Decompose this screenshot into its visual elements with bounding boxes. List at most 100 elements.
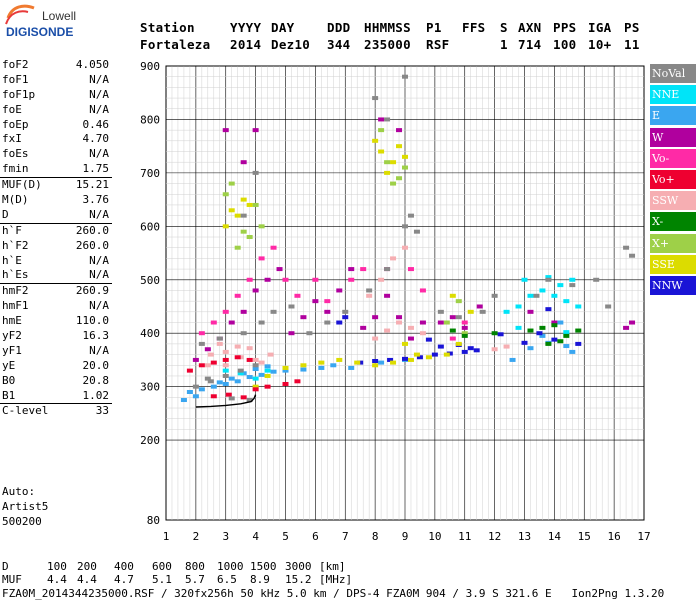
echo-point bbox=[180, 398, 187, 403]
x-tick-label: 7 bbox=[342, 530, 349, 543]
echo-point bbox=[569, 277, 576, 282]
param-name: foEs bbox=[2, 147, 29, 161]
echo-point bbox=[234, 213, 241, 218]
param-row: D N/A bbox=[0, 208, 112, 223]
echo-point bbox=[402, 356, 408, 361]
echo-point bbox=[270, 245, 277, 250]
echo-point bbox=[378, 277, 385, 282]
echo-point bbox=[318, 365, 325, 370]
echo-point bbox=[390, 181, 397, 186]
param-value: 260.9 bbox=[75, 284, 109, 298]
echo-point bbox=[402, 341, 408, 346]
echo-point bbox=[455, 315, 462, 320]
echo-point bbox=[366, 293, 373, 298]
echo-point bbox=[198, 387, 205, 392]
echo-point bbox=[407, 213, 414, 218]
x-tick-label: 10 bbox=[428, 530, 441, 543]
param-name: h`F2 bbox=[2, 238, 29, 252]
legend-item: NNW bbox=[650, 275, 696, 295]
y-tick-label: 200 bbox=[140, 434, 160, 447]
echo-point bbox=[240, 395, 247, 400]
echo-point bbox=[539, 333, 546, 338]
muf-value: 15.2 bbox=[285, 573, 312, 586]
echo-point bbox=[557, 339, 564, 344]
echo-point bbox=[536, 331, 543, 336]
legend-item: NNE bbox=[650, 85, 696, 105]
echo-point bbox=[222, 349, 229, 354]
echo-point bbox=[629, 320, 636, 325]
x-tick-label: 9 bbox=[402, 530, 409, 543]
echo-point bbox=[449, 293, 456, 298]
echo-point bbox=[237, 368, 244, 373]
echo-point bbox=[222, 192, 229, 197]
echo-point bbox=[246, 398, 253, 403]
echo-point bbox=[407, 336, 414, 341]
y-tick-label: 80 bbox=[147, 514, 160, 527]
echo-point bbox=[461, 325, 468, 330]
header-label-3: DDD bbox=[327, 20, 351, 35]
echo-point bbox=[282, 277, 289, 282]
echo-point bbox=[264, 364, 271, 369]
header-label-11: PS bbox=[624, 20, 640, 35]
echo-point bbox=[539, 325, 546, 330]
y-tick-label: 900 bbox=[140, 60, 160, 73]
d-value: 400 bbox=[114, 560, 134, 573]
echo-point bbox=[282, 365, 289, 370]
echo-point bbox=[258, 256, 265, 261]
echo-point bbox=[300, 367, 307, 372]
chart-axes: 1 2 3 4 5 6 7 8 9 10 11 12 13 14 15 16 17802003004005006… bbox=[140, 60, 651, 543]
echo-point bbox=[258, 320, 265, 325]
echo-point bbox=[521, 340, 528, 345]
echo-point bbox=[186, 389, 193, 394]
echo-point bbox=[300, 315, 307, 320]
echo-point bbox=[449, 336, 456, 341]
echo-point bbox=[210, 384, 217, 389]
header-value-3: 344 bbox=[327, 37, 351, 52]
d-label: D bbox=[2, 560, 9, 573]
echo-point bbox=[312, 299, 319, 304]
echo-point bbox=[593, 277, 600, 282]
echo-point bbox=[384, 170, 391, 175]
echo-point bbox=[216, 341, 223, 346]
x-tick-label: 11 bbox=[458, 530, 471, 543]
echo-point bbox=[425, 337, 432, 342]
param-value: 33 bbox=[95, 404, 109, 418]
echo-point bbox=[396, 144, 403, 149]
echo-point bbox=[575, 328, 582, 333]
legend-item: SSE bbox=[650, 254, 696, 274]
echo-point bbox=[252, 288, 259, 293]
echo-point bbox=[387, 357, 394, 362]
param-row: foF2 4.050 bbox=[0, 58, 112, 73]
d-value: 3000 bbox=[285, 560, 312, 573]
echo-point bbox=[563, 330, 570, 335]
echo-point bbox=[252, 357, 259, 362]
echo-point bbox=[282, 381, 289, 386]
header-label-5: P1 bbox=[426, 20, 442, 35]
echo-point bbox=[234, 379, 241, 384]
param-name: M(D) bbox=[2, 193, 29, 207]
header-value-8: 714 bbox=[518, 37, 542, 52]
param-row: yF1 N/A bbox=[0, 344, 112, 359]
param-name: yF1 bbox=[2, 343, 22, 357]
echo-point bbox=[234, 293, 241, 298]
echo-point bbox=[396, 176, 403, 181]
echo-point bbox=[419, 331, 426, 336]
echo-point bbox=[222, 368, 229, 373]
param-name: D bbox=[2, 207, 9, 221]
lowell-digisonde-logo: Lowell DIGISONDE bbox=[5, 4, 76, 39]
x-tick-label: 16 bbox=[608, 530, 621, 543]
echo-point bbox=[384, 267, 391, 272]
echo-point bbox=[246, 202, 253, 207]
echo-point bbox=[258, 224, 265, 229]
param-name: MUF(D) bbox=[2, 178, 42, 192]
echo-point bbox=[288, 304, 295, 309]
header-label-9: PPS bbox=[553, 20, 577, 35]
echo-point bbox=[384, 328, 391, 333]
param-name: B1 bbox=[2, 388, 16, 402]
echo-point bbox=[372, 138, 379, 143]
param-row: foF1 N/A bbox=[0, 73, 112, 88]
d-value: 600 bbox=[152, 560, 172, 573]
param-row: B1 1.02 bbox=[0, 389, 112, 404]
param-name: foEp bbox=[2, 117, 29, 131]
param-value: 16.3 bbox=[82, 329, 110, 343]
